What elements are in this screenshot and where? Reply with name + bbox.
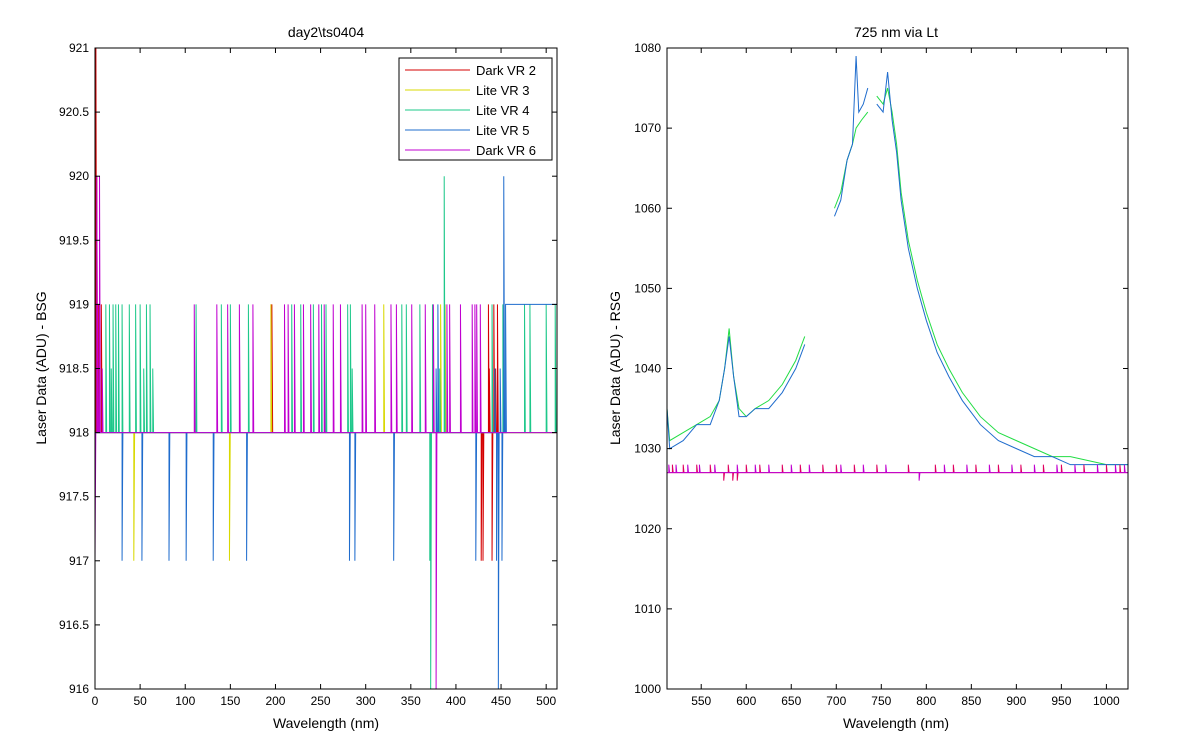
series-segment-blue-0 <box>667 336 806 450</box>
y-tick-label: 920 <box>69 169 89 183</box>
y-tick-label: 1010 <box>634 602 661 616</box>
series-line-magenta <box>667 464 1128 481</box>
right-chart: 725 nm via Lt 550 600 650 700 750 800 850 900 95… <box>607 24 1129 731</box>
right-x-ticks: 550 600 650 700 750 800 850 900 950 1000 <box>691 48 1120 708</box>
y-tick-label: 1020 <box>634 522 661 536</box>
y-tick-label: 1060 <box>634 201 661 215</box>
y-tick-label: 1080 <box>634 41 661 55</box>
y-tick-label: 1050 <box>634 281 661 295</box>
y-tick-label: 916.5 <box>59 618 89 632</box>
left-x-axis-label: Wavelength (nm) <box>273 715 379 731</box>
y-tick-label: 920.5 <box>59 105 89 119</box>
y-tick-label: 919.5 <box>59 233 89 247</box>
series-segment-blue-2 <box>876 71 1128 466</box>
left-x-ticks: 0 50 100 150 200 250 300 350 400 450 500 <box>92 48 557 708</box>
right-y-axis-label: Laser Data (ADU) - RSG <box>607 291 623 445</box>
x-tick-label: 500 <box>536 694 556 708</box>
y-tick-label: 917.5 <box>59 490 89 504</box>
x-tick-label: 650 <box>781 694 801 708</box>
y-tick-label: 919 <box>69 297 89 311</box>
left-y-ticks: 916 916.5 917 917.5 918 918.5 919 919.5 920 920.5… <box>59 41 557 696</box>
y-tick-label: 1000 <box>634 682 661 696</box>
series-line-red <box>667 464 1128 481</box>
x-tick-label: 450 <box>491 694 511 708</box>
x-tick-label: 350 <box>401 694 421 708</box>
x-tick-label: 0 <box>92 694 99 708</box>
legend-box <box>398 57 553 161</box>
x-tick-label: 800 <box>916 694 936 708</box>
x-tick-label: 100 <box>175 694 195 708</box>
x-tick-label: 850 <box>961 694 981 708</box>
left-chart-legend: Dark VR 2 Lite VR 3 Lite VR 4 Lite VR 5 Dark… <box>398 57 553 161</box>
x-tick-label: 700 <box>826 694 846 708</box>
right-y-ticks: 1000 1010 1020 1030 1040 1050 1060 1070 1080 <box>634 41 1128 696</box>
legend-label: Lite VR 4 <box>476 103 529 118</box>
right-plot-area <box>667 48 1128 689</box>
series-segment-green-2 <box>876 87 1128 466</box>
x-tick-label: 250 <box>311 694 331 708</box>
y-tick-label: 916 <box>69 682 89 696</box>
legend-label: Dark VR 6 <box>476 143 536 158</box>
left-chart: day2\ts0404 0 50 100 150 200 250 300 350 400 450 5… <box>33 24 558 731</box>
series-segment-blue-1 <box>834 55 869 217</box>
right-chart-title: 725 nm via Lt <box>854 24 938 40</box>
x-tick-label: 600 <box>736 694 756 708</box>
y-tick-label: 1070 <box>634 121 661 135</box>
y-tick-label: 918.5 <box>59 362 89 376</box>
left-y-axis-label: Laser Data (ADU) - BSG <box>33 291 49 444</box>
x-tick-label: 400 <box>446 694 466 708</box>
y-tick-label: 1040 <box>634 362 661 376</box>
x-tick-label: 50 <box>133 694 147 708</box>
right-chart-series <box>667 55 1128 481</box>
x-tick-label: 950 <box>1051 694 1071 708</box>
x-tick-label: 550 <box>691 694 711 708</box>
legend-label: Lite VR 5 <box>476 123 529 138</box>
y-tick-label: 918 <box>69 426 89 440</box>
x-tick-label: 1000 <box>1093 694 1120 708</box>
series-line-dark-vr-6 <box>95 176 557 689</box>
legend-label: Dark VR 2 <box>476 63 536 78</box>
left-chart-title: day2\ts0404 <box>288 24 364 40</box>
right-x-axis-label: Wavelength (nm) <box>843 715 949 731</box>
y-tick-label: 921 <box>69 41 89 55</box>
x-tick-label: 150 <box>220 694 240 708</box>
x-tick-label: 750 <box>871 694 891 708</box>
x-tick-label: 200 <box>265 694 285 708</box>
y-tick-label: 917 <box>69 554 89 568</box>
legend-label: Lite VR 3 <box>476 83 529 98</box>
x-tick-label: 900 <box>1006 694 1026 708</box>
x-tick-label: 300 <box>356 694 376 708</box>
y-tick-label: 1030 <box>634 442 661 456</box>
